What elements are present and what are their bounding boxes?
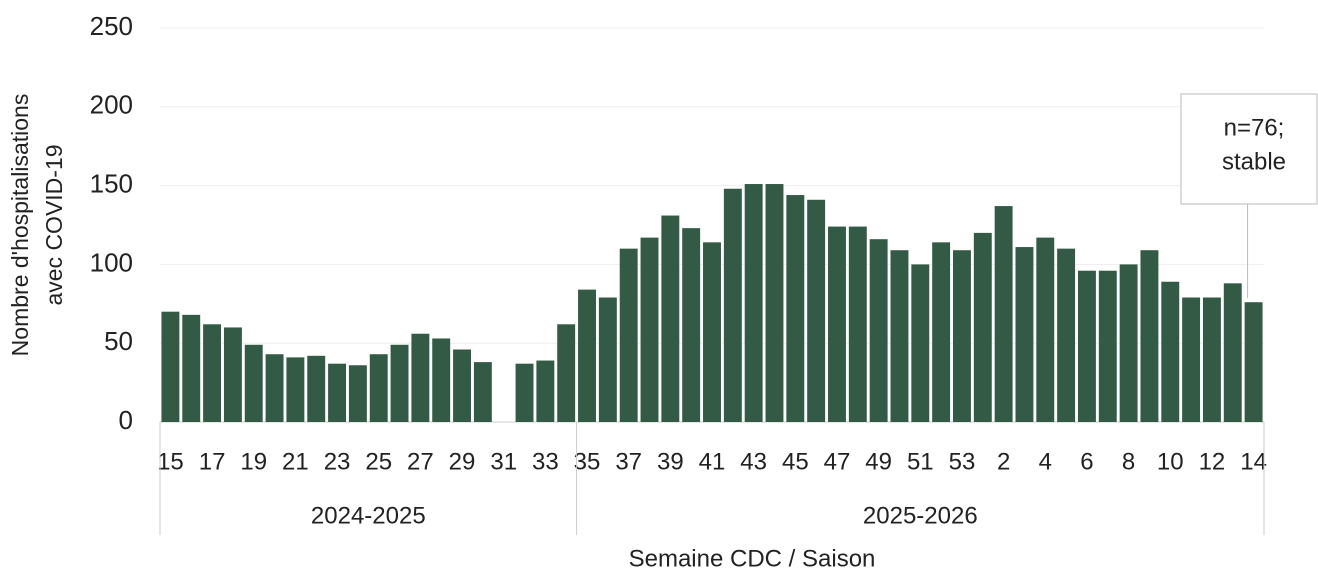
bar (244, 344, 263, 422)
bar (182, 314, 201, 422)
bar (328, 363, 347, 422)
y-tick-label: 50 (104, 326, 133, 356)
bar (1057, 248, 1076, 422)
x-tick-label: 17 (199, 448, 226, 475)
x-tick-label: 27 (407, 448, 434, 475)
x-tick-label: 47 (824, 448, 851, 475)
x-tick-label: 19 (240, 448, 267, 475)
bar (786, 195, 805, 422)
group-label: 2025-2026 (863, 502, 978, 529)
bar (1202, 297, 1221, 422)
y-tick-label: 0 (119, 405, 133, 435)
x-tick-label: 25 (365, 448, 392, 475)
bar (578, 289, 596, 422)
bar (703, 242, 721, 422)
x-tick-label: 14 (1240, 448, 1267, 475)
y-tick-label: 200 (90, 90, 133, 120)
bar (744, 184, 763, 422)
bar (1015, 247, 1034, 422)
bar (203, 324, 222, 422)
x-tick-label: 51 (907, 448, 934, 475)
x-tick-label: 41 (699, 448, 726, 475)
x-tick-label: 15 (157, 448, 184, 475)
bar (828, 226, 846, 422)
bar (536, 360, 555, 422)
bar (390, 344, 409, 422)
bar (1119, 264, 1138, 422)
annotation-box (1180, 93, 1318, 205)
x-tick-label: 29 (449, 448, 476, 475)
bar (598, 297, 617, 422)
x-axis-title: Semaine CDC / Saison (629, 545, 876, 572)
bar (265, 354, 284, 422)
x-tick-label: 39 (657, 448, 684, 475)
x-tick-label: 6 (1080, 448, 1093, 475)
bar (953, 250, 971, 422)
bar (1098, 270, 1117, 422)
x-tick-label: 53 (949, 448, 976, 475)
bar (1140, 250, 1159, 422)
bar (557, 324, 576, 422)
bar (973, 232, 992, 422)
x-tick-label: 31 (490, 448, 517, 475)
x-tick-label: 45 (782, 448, 809, 475)
x-tick-label: 8 (1122, 448, 1135, 475)
bar (348, 365, 367, 422)
bar (661, 215, 680, 422)
bar (640, 237, 659, 422)
bar (1077, 270, 1096, 422)
bar (307, 355, 326, 422)
y-axis-title: avec COVID-19 (41, 144, 67, 305)
annotation-text: n=76; (1224, 114, 1285, 141)
group-label: 2024-2025 (311, 502, 426, 529)
bar (1223, 283, 1242, 422)
bar (765, 184, 784, 422)
x-tick-label: 2 (997, 448, 1010, 475)
x-tick-label: 10 (1157, 448, 1184, 475)
bar (911, 264, 930, 422)
x-tick-label: 4 (1039, 448, 1052, 475)
bar (682, 228, 701, 422)
bar (1036, 237, 1055, 422)
annotation-text: stable (1222, 148, 1286, 175)
bar (473, 362, 492, 422)
y-axis-title: Nombre d'hospitalisations (7, 94, 33, 357)
bar (1161, 281, 1180, 422)
bar (932, 242, 951, 422)
x-tick-label: 21 (282, 448, 309, 475)
bar (1182, 297, 1201, 422)
bar (453, 349, 471, 422)
bar (1244, 302, 1263, 422)
bar (515, 363, 534, 422)
x-tick-label: 33 (532, 448, 559, 475)
x-tick-label: 23 (324, 448, 351, 475)
bar (369, 354, 388, 422)
bar (890, 250, 909, 422)
bar (723, 188, 742, 422)
bar (286, 357, 305, 422)
x-tick-label: 12 (1199, 448, 1226, 475)
bar (161, 311, 180, 422)
bar (994, 206, 1013, 422)
y-tick-label: 250 (90, 11, 133, 41)
bar (807, 199, 826, 422)
x-tick-label: 35 (574, 448, 601, 475)
bar (223, 327, 242, 422)
x-tick-label: 37 (615, 448, 642, 475)
bar (432, 338, 451, 422)
x-tick-label: 43 (740, 448, 767, 475)
bar (848, 226, 867, 422)
bar (411, 333, 430, 422)
y-tick-label: 100 (90, 247, 133, 277)
bar (869, 239, 888, 422)
x-tick-label: 49 (865, 448, 892, 475)
y-tick-label: 150 (90, 168, 133, 198)
bar (619, 248, 638, 422)
